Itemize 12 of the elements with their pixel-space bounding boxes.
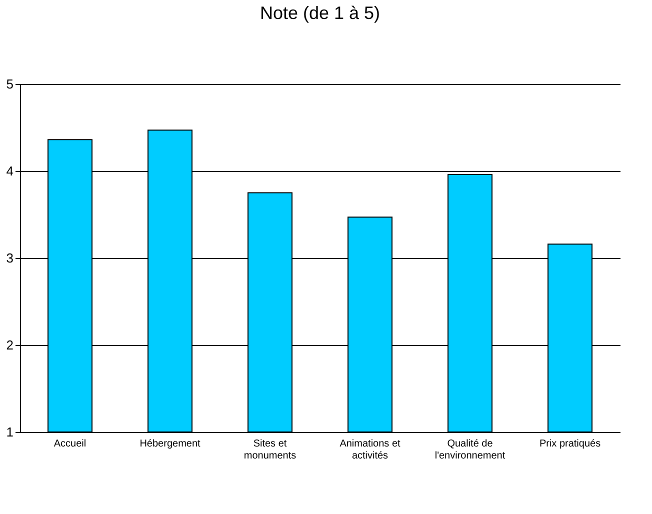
y-tick-label: 5 (6, 76, 14, 92)
x-tick-label: Prix pratiqués (539, 438, 601, 450)
y-tick-label: 3 (6, 250, 14, 266)
chart-title: Note (de 1 à 5) (260, 3, 380, 23)
x-tick-label: Accueil (54, 438, 86, 450)
x-tick-label: Qualité de l'environnement (434, 438, 506, 462)
y-tick-label: 1 (6, 424, 14, 440)
x-tick-label: Animations et activités (340, 438, 401, 462)
y-tick-label: 4 (6, 164, 14, 178)
x-tick-label: Sites et monuments (244, 438, 296, 462)
x-tick-label: Hébergement (140, 438, 201, 450)
y-tick-label: 2 (6, 338, 14, 352)
